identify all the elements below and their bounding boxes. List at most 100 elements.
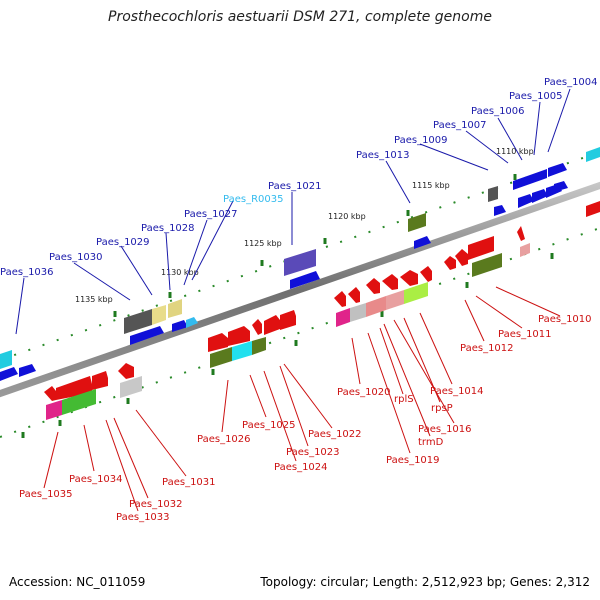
gene-block[interactable] [124,309,152,334]
gene-label-paes-1019[interactable]: Paes_1019 [386,455,440,466]
gene-arrow[interactable] [44,386,56,401]
gene-block[interactable] [586,147,600,162]
gene-block[interactable] [264,315,280,335]
gene-block[interactable] [386,290,404,310]
gene-label-paes-1010[interactable]: Paes_1010 [538,314,592,325]
gene-block[interactable] [586,201,600,217]
gene-block[interactable] [280,310,296,330]
gene-arrow[interactable] [420,266,432,282]
gene-label-paes-1016[interactable]: Paes_1016 [418,424,472,435]
gene-block[interactable] [336,308,350,327]
gene-label-paes-1004[interactable]: Paes_1004 [544,77,598,88]
gene-label-paes-1005[interactable]: Paes_1005 [509,91,563,102]
gene-arrow[interactable] [554,181,568,192]
gene-arrow[interactable] [517,226,525,241]
leader-line [547,88,571,153]
gene-block[interactable] [404,282,428,304]
gene-label-paes-1013[interactable]: Paes_1013 [356,150,410,161]
gene-arrow[interactable] [118,363,134,379]
gene-label-paes-1027[interactable]: Paes_1027 [184,209,238,220]
gene-block[interactable] [513,169,547,190]
gene-arrow[interactable] [252,319,262,335]
gene-block[interactable] [488,186,498,202]
gene-block[interactable] [0,350,12,369]
gene-label-rpls[interactable]: rplS [394,394,414,405]
gene-arrow[interactable] [348,287,360,303]
gene-label-paes-r0035[interactable]: Paes_R0035 [223,194,283,205]
gene-block[interactable] [168,299,182,318]
ruler-label: 1120 kbp [328,212,366,221]
gene-label-paes-1025[interactable]: Paes_1025 [242,420,296,431]
leader-line [263,370,297,462]
gene-arrow[interactable] [494,205,506,216]
gene-label-rpsp[interactable]: rpsP [431,403,453,414]
gene-arrow[interactable] [0,367,18,381]
gene-arrow[interactable] [444,256,456,270]
gene-label-paes-1024[interactable]: Paes_1024 [274,462,328,473]
gene-label-paes-1036[interactable]: Paes_1036 [0,267,54,278]
gene-label-paes-1033[interactable]: Paes_1033 [116,512,170,523]
gene-block[interactable] [62,389,96,415]
leader-line [283,363,333,429]
gene-label-paes-1034[interactable]: Paes_1034 [69,474,123,485]
leader-line [351,337,361,385]
major-ticks [21,174,554,438]
leader-line [73,262,131,301]
gene-label-paes-1035[interactable]: Paes_1035 [19,489,73,500]
gene-block[interactable] [366,296,386,317]
gene-arrow[interactable] [414,236,431,249]
gene-block[interactable] [210,347,232,368]
gene-block[interactable] [120,376,142,398]
gene-label-trmd[interactable]: trmD [418,437,444,448]
gene-block[interactable] [252,337,266,355]
gene-arrow[interactable] [334,291,346,307]
gene-arrow[interactable] [382,274,398,290]
leader-line [393,319,455,424]
gene-label-paes-1030[interactable]: Paes_1030 [49,252,103,263]
gene-block[interactable] [232,341,252,361]
gene-block[interactable] [472,253,502,277]
gene-label-paes-1006[interactable]: Paes_1006 [471,106,525,117]
gene-label-paes-1020[interactable]: Paes_1020 [337,387,391,398]
gene-arrow[interactable] [366,278,380,294]
gene-label-paes-1011[interactable]: Paes_1011 [498,329,552,340]
rna-arrow[interactable] [186,317,198,328]
gene-label-paes-1031[interactable]: Paes_1031 [162,477,216,488]
gene-block[interactable] [92,371,108,390]
gene-label-paes-1026[interactable]: Paes_1026 [197,434,251,445]
gene-label-paes-1029[interactable]: Paes_1029 [96,237,150,248]
gene-arrow[interactable] [518,194,534,208]
gene-arrow[interactable] [19,364,36,377]
gene-block[interactable] [152,305,166,325]
gene-arrow[interactable] [400,270,418,286]
gene-block[interactable] [228,326,250,346]
gene-arrow[interactable] [532,189,548,203]
gene-arrow[interactable] [290,271,320,289]
gene-label-paes-1009[interactable]: Paes_1009 [394,135,448,146]
gene-block[interactable] [468,236,494,260]
gene-label-paes-1028[interactable]: Paes_1028 [141,223,195,234]
gene-arrow[interactable] [172,320,188,332]
accession-text: Accession: NC_011059 [9,575,146,589]
leader-line [533,101,541,156]
gene-label-paes-1014[interactable]: Paes_1014 [430,386,484,397]
gene-label-paes-1032[interactable]: Paes_1032 [129,499,183,510]
gene-label-paes-1021[interactable]: Paes_1021 [268,181,322,192]
gene-block[interactable] [408,213,426,232]
ruler-label: 1115 kbp [412,181,450,190]
gene-arrow[interactable] [130,326,164,345]
gene-label-paes-1023[interactable]: Paes_1023 [286,447,340,458]
gene-block[interactable] [520,243,530,257]
gene-arrow[interactable] [455,249,468,266]
gene-block[interactable] [46,400,62,420]
gene-block[interactable] [350,303,366,322]
gene-block[interactable] [208,333,228,352]
leader-line [183,219,208,286]
leader-line [464,299,485,342]
gene-label-paes-1012[interactable]: Paes_1012 [460,343,514,354]
gene-arrow[interactable] [548,163,567,177]
gene-label-paes-1007[interactable]: Paes_1007 [433,120,487,131]
gene-block[interactable] [284,249,316,276]
gene-label-paes-1022[interactable]: Paes_1022 [308,429,362,440]
